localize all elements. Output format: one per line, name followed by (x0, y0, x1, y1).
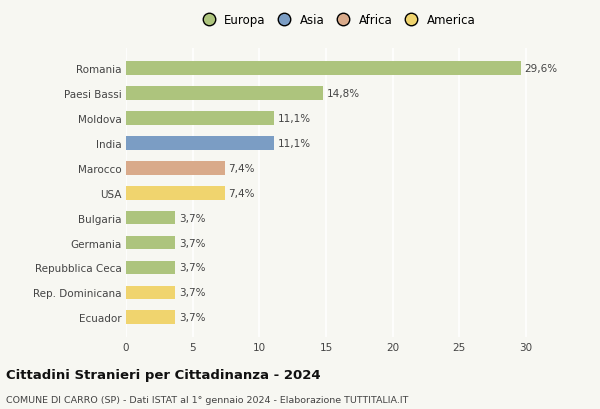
Legend: Europa, Asia, Africa, America: Europa, Asia, Africa, America (194, 12, 478, 29)
Text: 3,7%: 3,7% (179, 263, 205, 273)
Text: Cittadini Stranieri per Cittadinanza - 2024: Cittadini Stranieri per Cittadinanza - 2… (6, 369, 320, 381)
Bar (126, 286, 175, 299)
Bar (126, 87, 323, 101)
Text: 3,7%: 3,7% (179, 213, 205, 223)
Bar (126, 187, 224, 200)
Text: 3,7%: 3,7% (179, 312, 205, 322)
Bar (126, 62, 521, 76)
Text: 7,4%: 7,4% (228, 188, 254, 198)
Text: 3,7%: 3,7% (179, 238, 205, 248)
Text: 3,7%: 3,7% (179, 288, 205, 298)
Bar (126, 112, 274, 126)
Text: COMUNE DI CARRO (SP) - Dati ISTAT al 1° gennaio 2024 - Elaborazione TUTTITALIA.I: COMUNE DI CARRO (SP) - Dati ISTAT al 1° … (6, 395, 409, 404)
Text: 29,6%: 29,6% (524, 64, 557, 74)
Bar (126, 261, 175, 274)
Text: 14,8%: 14,8% (326, 89, 360, 99)
Bar (126, 236, 175, 250)
Text: 7,4%: 7,4% (228, 164, 254, 173)
Text: 11,1%: 11,1% (277, 139, 310, 148)
Text: 11,1%: 11,1% (277, 114, 310, 124)
Bar (126, 211, 175, 225)
Bar (126, 162, 224, 175)
Bar (126, 311, 175, 324)
Bar (126, 137, 274, 151)
